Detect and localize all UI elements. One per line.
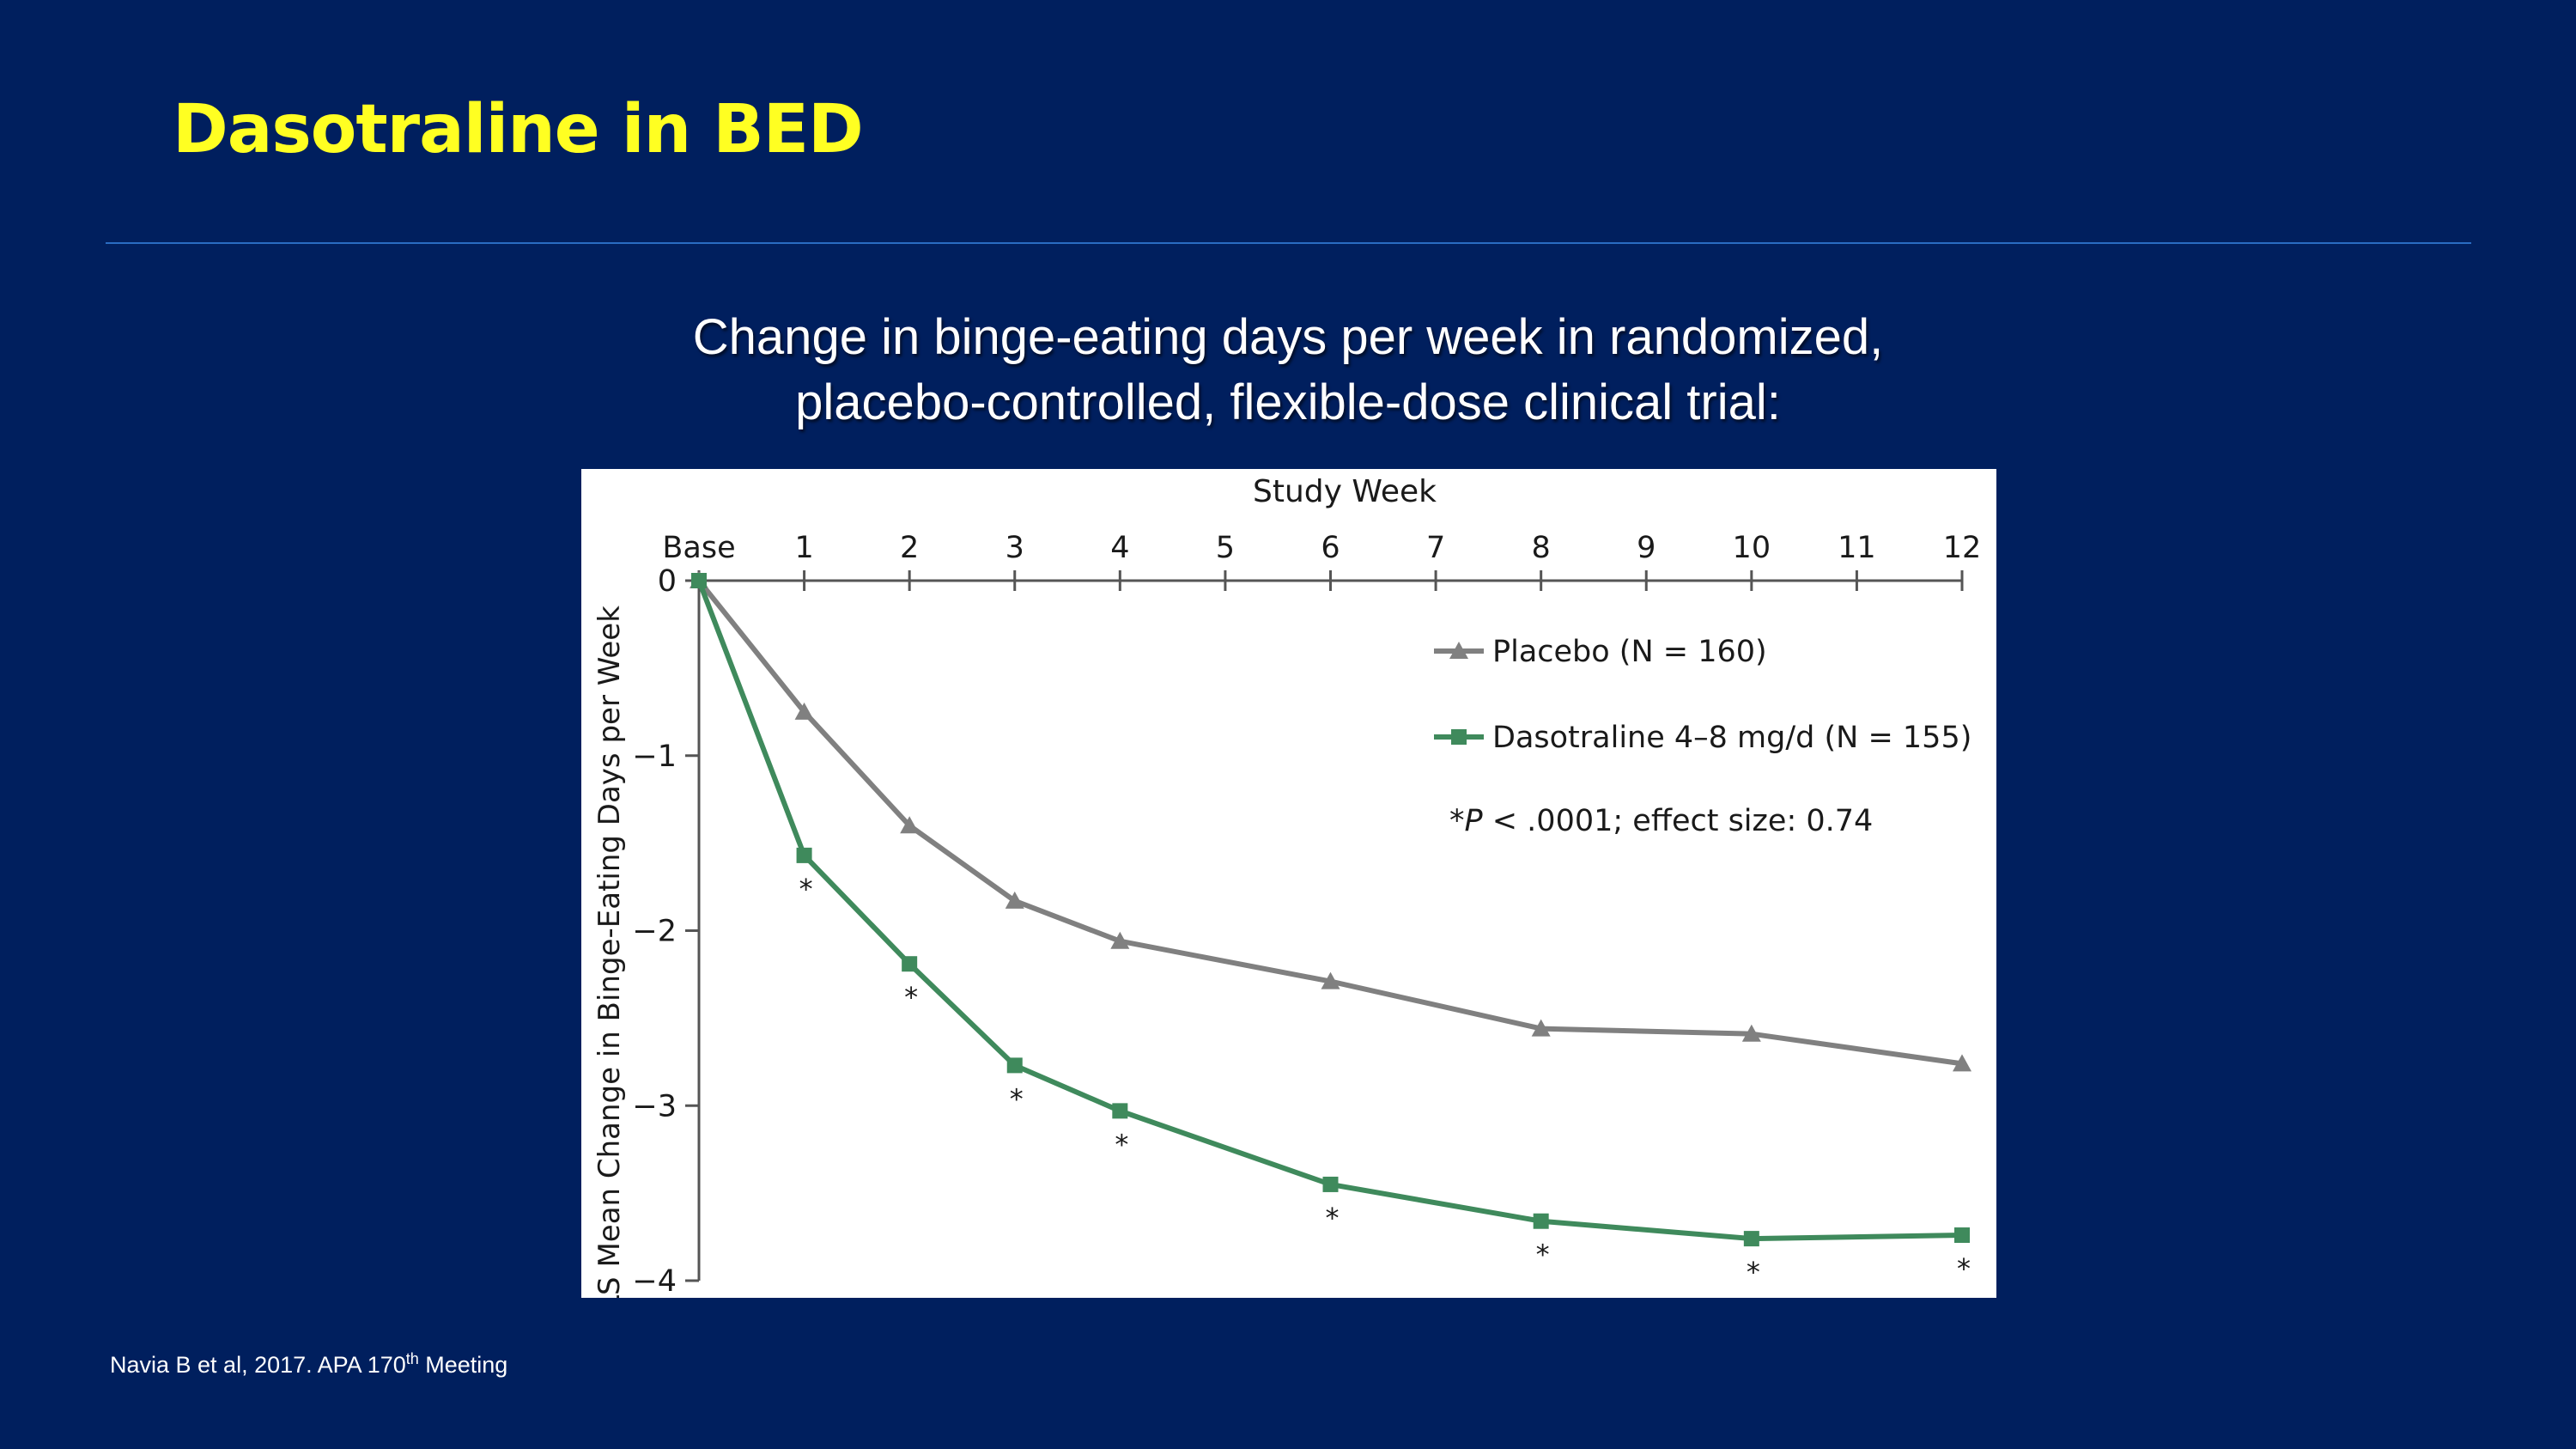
- x-tick-label: 11: [1838, 531, 1876, 565]
- subtitle-line-1: Change in binge-eating days per week in …: [692, 309, 1884, 365]
- data-point: [1112, 1103, 1128, 1119]
- chart-annotation-group: *P < .0001; effect size: 0.74: [1449, 804, 1873, 838]
- data-point: [1953, 1054, 1971, 1072]
- x-tick-label: 3: [1005, 531, 1024, 565]
- legend-label: Dasotraline 4–8 mg/d (N = 155): [1492, 721, 1971, 755]
- y-tick-label: −4: [632, 1264, 677, 1298]
- data-point: [1005, 891, 1024, 909]
- footnote-superscript: th: [405, 1350, 419, 1367]
- data-point: [1531, 1019, 1551, 1037]
- data-point: [1321, 971, 1340, 989]
- subtitle-line-2: placebo-controlled, flexible-dose clinic…: [795, 374, 1781, 430]
- data-point: [1741, 1024, 1761, 1042]
- x-tick-label: 4: [1110, 531, 1129, 565]
- x-tick-label: 5: [1216, 531, 1235, 565]
- x-axis-title: Study Week: [1253, 474, 1437, 509]
- data-point: [1743, 1231, 1759, 1247]
- title-divider: [106, 242, 2471, 244]
- data-point: [1322, 1176, 1339, 1192]
- x-tick-label: 9: [1637, 531, 1656, 565]
- data-point: [1533, 1213, 1549, 1229]
- chart-annotation: *P < .0001; effect size: 0.74: [1449, 804, 1873, 838]
- series-line: [696, 579, 1963, 1242]
- footnote-citation: Navia B et al, 2017. APA 170th Meeting: [110, 1350, 508, 1379]
- y-tick-label: −2: [632, 915, 677, 949]
- footnote-text: Navia B et al, 2017. APA 170: [110, 1352, 406, 1378]
- significance-star: *: [904, 981, 918, 1014]
- significance-star: *: [1536, 1239, 1550, 1271]
- chart-legend: Placebo (N = 160) Dasotraline 4–8 mg/d (N…: [1434, 635, 1971, 755]
- series-dasotraline: * * * * * * * *: [691, 573, 1971, 1288]
- x-tick-label: Base: [662, 531, 735, 565]
- chart-series: * * * * * * * *: [690, 571, 1971, 1288]
- x-tick-label: 7: [1426, 531, 1445, 565]
- significance-star: *: [799, 873, 813, 905]
- slide-title: Dasotraline in BED: [173, 91, 864, 168]
- legend-marker: [1449, 642, 1468, 659]
- annotation-p: P: [1465, 804, 1484, 838]
- data-point: [902, 956, 918, 972]
- line-chart: Study Week LS Mean Change in Binge-Eatin…: [592, 474, 1981, 1298]
- y-tick-label: −3: [632, 1089, 677, 1123]
- y-tick-label: −1: [632, 740, 677, 774]
- data-point: [796, 847, 812, 863]
- annotation-star: *: [1449, 804, 1465, 838]
- significance-star: *: [1115, 1128, 1128, 1160]
- x-tick-label: 1: [794, 531, 813, 565]
- data-point: [1954, 1227, 1970, 1244]
- x-tick-label: 12: [1943, 531, 1982, 565]
- y-tick-label: 0: [658, 564, 677, 599]
- slide-subtitle: Change in binge-eating days per week in …: [0, 305, 2576, 435]
- x-tick-label: 8: [1532, 531, 1551, 565]
- data-point: [1110, 931, 1130, 949]
- x-tick-label: 2: [900, 531, 919, 565]
- chart-panel: Study Week LS Mean Change in Binge-Eatin…: [581, 469, 1996, 1298]
- data-point: [1006, 1057, 1023, 1074]
- chart-axes: Base 1 2 3 4 5 6 7 8 9 10 11 120−1−2−3−4: [632, 531, 1981, 1298]
- significance-star: *: [1326, 1202, 1340, 1234]
- data-point: [900, 816, 920, 834]
- legend-label: Placebo (N = 160): [1492, 635, 1767, 669]
- data-point: [794, 702, 814, 720]
- x-tick-label: 10: [1733, 531, 1771, 565]
- significance-star: *: [1747, 1256, 1760, 1288]
- y-axis-title: LS Mean Change in Binge-Eating Days per …: [592, 606, 627, 1298]
- significance-star: *: [1957, 1252, 1971, 1285]
- x-tick-label: 6: [1321, 531, 1340, 565]
- legend-marker: [1451, 729, 1467, 745]
- annotation-text: < .0001; effect size: 0.74: [1483, 804, 1874, 838]
- significance-star: *: [1010, 1082, 1024, 1115]
- data-point: [691, 573, 707, 588]
- footnote-text-end: Meeting: [418, 1352, 508, 1378]
